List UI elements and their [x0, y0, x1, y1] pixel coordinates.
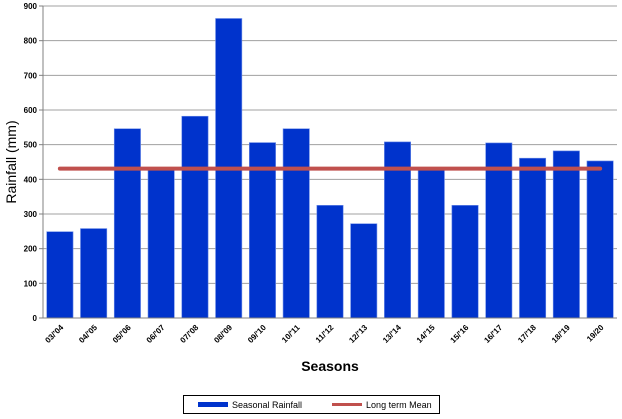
legend-label: Long term Mean	[366, 399, 432, 410]
bar-1415	[417, 168, 445, 319]
x-tick-label: 17/'18	[516, 323, 538, 345]
legend: Seasonal Rainfall Long term Mean	[183, 395, 440, 414]
y-tick-label: 600	[24, 106, 38, 115]
legend-swatch-bar	[198, 402, 228, 407]
y-tick-label: 200	[24, 245, 38, 254]
y-tick-label: 400	[24, 175, 38, 184]
bar-0304	[46, 231, 74, 319]
x-tick-label: 18/'19	[550, 323, 572, 345]
x-tick-label: 04/'05	[77, 323, 99, 345]
bar-0708	[181, 115, 209, 319]
legend-item-long-term-mean: Long term Mean	[332, 400, 432, 410]
x-tick-label: 09/'10	[246, 323, 268, 345]
x-tick-label: 06/'07	[145, 323, 167, 345]
bar-1920	[586, 160, 614, 319]
x-tick-label: 15/'16	[449, 323, 471, 345]
legend-label: Seasonal Rainfall	[232, 399, 303, 410]
y-tick-label: 800	[24, 37, 38, 46]
bar-1819	[552, 150, 580, 319]
x-tick-label: 03/'04	[43, 323, 65, 345]
x-tick-label: 16/'17	[482, 323, 504, 345]
bar-0405	[80, 228, 108, 319]
bar-1213	[350, 223, 378, 319]
y-tick-label: 900	[24, 2, 38, 11]
y-tick-label: 0	[33, 314, 38, 323]
bar-1718	[519, 157, 547, 319]
legend-swatch-line	[332, 403, 363, 406]
x-tick-label: 08/'09	[212, 323, 234, 345]
y-tick-label: 100	[24, 279, 38, 288]
y-tick-label: 300	[24, 210, 38, 219]
x-tick-label: 07/'08	[178, 323, 200, 345]
y-axis-title: Rainfall (mm)	[3, 120, 19, 203]
x-tick-label: 10/'11	[280, 323, 302, 345]
y-tick-label: 500	[24, 141, 38, 150]
x-tick-label: 11/'12	[314, 323, 336, 345]
x-tick-label: 12/'13	[347, 323, 369, 345]
y-tick-label: 700	[24, 71, 38, 80]
x-axis-title: Seasons	[301, 358, 359, 374]
legend-item-seasonal-rainfall: Seasonal Rainfall	[198, 400, 302, 410]
bar-1617	[485, 142, 513, 319]
bar-1112	[316, 205, 344, 319]
bar-0910	[249, 142, 276, 319]
bar-1314	[384, 141, 411, 319]
x-tick-label: 13/'14	[381, 323, 403, 345]
bar-1516	[451, 205, 479, 319]
x-tick-label: 19/20	[585, 323, 606, 344]
bar-0506	[113, 128, 141, 319]
x-tick-label: 14/'15	[415, 323, 437, 345]
x-tick-label: 05/'06	[111, 323, 133, 345]
bar-1011	[282, 128, 310, 319]
bar-0607	[147, 169, 175, 319]
